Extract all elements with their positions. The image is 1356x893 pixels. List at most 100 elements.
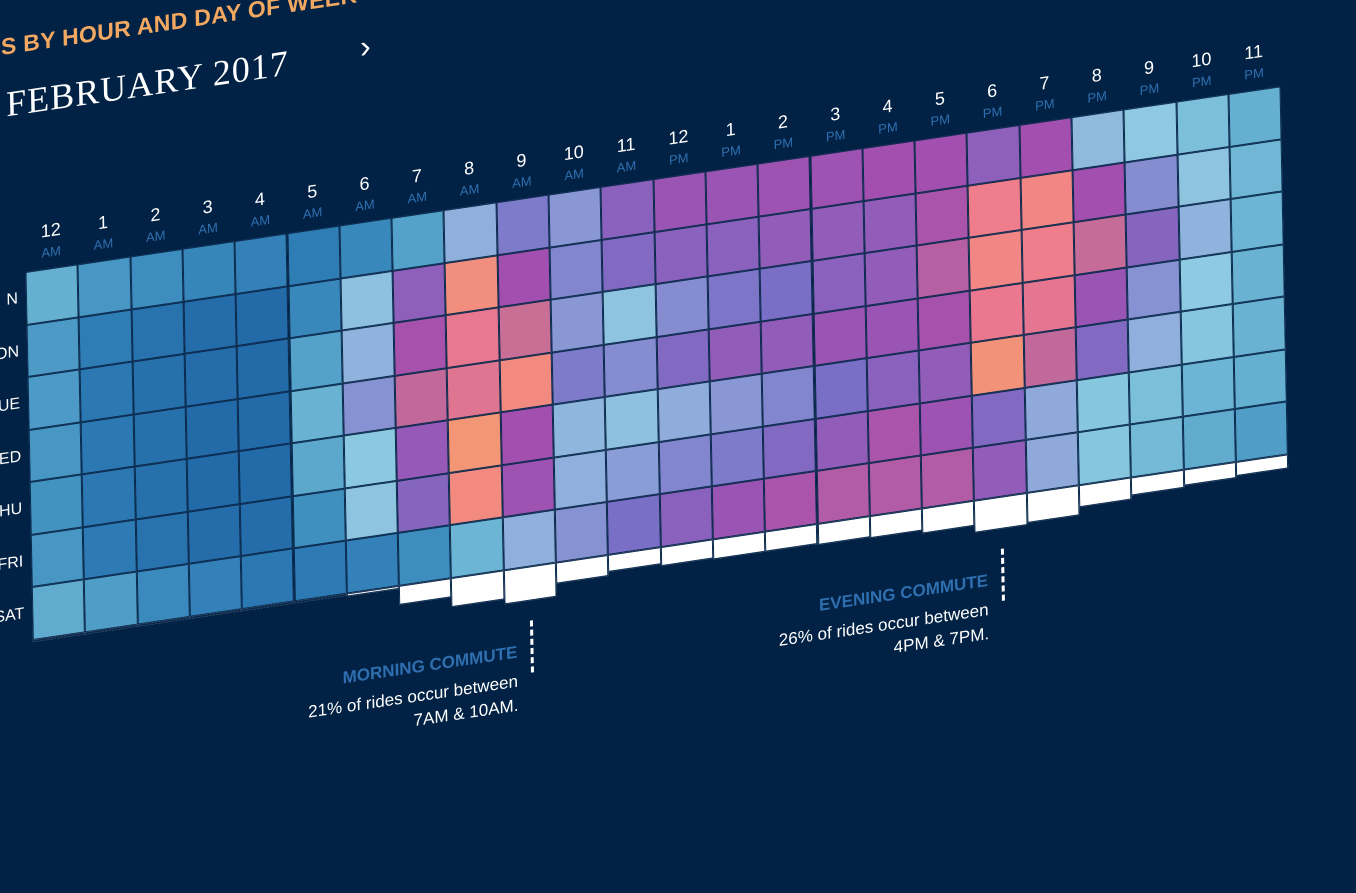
heatmap-cell[interactable] (345, 532, 399, 594)
heatmap-cell[interactable] (865, 297, 919, 359)
heatmap-cell[interactable] (711, 478, 766, 539)
heatmap-cell[interactable] (292, 488, 346, 549)
heatmap-cell[interactable] (966, 124, 1021, 186)
heatmap-cell[interactable] (502, 509, 556, 570)
heatmap-cell[interactable] (971, 334, 1025, 396)
heatmap-cell[interactable] (549, 239, 603, 300)
heatmap-cell[interactable] (655, 276, 709, 337)
heatmap-cell[interactable] (1024, 379, 1078, 440)
heatmap-cell[interactable] (550, 291, 604, 353)
heatmap-cell[interactable] (552, 396, 607, 458)
heatmap-cell[interactable] (1130, 416, 1184, 477)
heatmap-cell[interactable] (450, 517, 504, 578)
heatmap-cell[interactable] (814, 358, 868, 419)
heatmap-cell[interactable] (392, 262, 446, 323)
heatmap-cell[interactable] (79, 361, 134, 422)
heatmap-cell[interactable] (973, 439, 1027, 501)
chevron-right-icon[interactable]: › (359, 27, 372, 66)
heatmap-cell[interactable] (551, 344, 605, 405)
heatmap-cell[interactable] (240, 548, 295, 609)
heatmap-cell[interactable] (397, 525, 452, 586)
heatmap-cell[interactable] (762, 418, 817, 479)
heatmap-cell[interactable] (1129, 364, 1183, 425)
heatmap-cell[interactable] (444, 254, 499, 316)
heatmap-cell[interactable] (1019, 117, 1073, 178)
heatmap-cell[interactable] (705, 163, 759, 224)
heatmap-cell[interactable] (234, 233, 289, 294)
heatmap-cell[interactable] (1228, 86, 1282, 147)
heatmap-cell[interactable] (188, 556, 243, 617)
heatmap-cell[interactable] (862, 140, 916, 201)
heatmap-cell[interactable] (706, 216, 760, 277)
heatmap-cell[interactable] (1232, 296, 1286, 357)
heatmap-cell[interactable] (758, 208, 813, 269)
heatmap-cell[interactable] (600, 179, 655, 240)
heatmap-cell[interactable] (238, 443, 293, 504)
heatmap-cell[interactable] (26, 316, 80, 378)
heatmap-cell[interactable] (1021, 222, 1075, 283)
heatmap-cell[interactable] (30, 526, 85, 588)
heatmap-cell[interactable] (83, 519, 137, 580)
heatmap-cell[interactable] (1181, 356, 1235, 417)
heatmap-cell[interactable] (237, 390, 292, 452)
heatmap-cell[interactable] (447, 359, 501, 421)
heatmap-cell[interactable] (1023, 327, 1077, 388)
heatmap-cell[interactable] (133, 406, 187, 467)
heatmap-cell[interactable] (81, 466, 136, 527)
heatmap-cell[interactable] (1233, 348, 1287, 410)
heatmap-cell[interactable] (395, 420, 450, 481)
heatmap-cell[interactable] (497, 247, 551, 308)
heatmap-cell[interactable] (1077, 424, 1132, 485)
heatmap-cell[interactable] (761, 365, 816, 427)
heatmap-cell[interactable] (449, 464, 503, 526)
heatmap-cell[interactable] (287, 225, 341, 286)
heatmap-cell[interactable] (919, 395, 974, 456)
heatmap-cell[interactable] (1020, 169, 1074, 230)
heatmap-cell[interactable] (28, 421, 82, 483)
heatmap-cell[interactable] (607, 494, 661, 555)
heatmap-cell[interactable] (916, 237, 971, 298)
heatmap-cell[interactable] (1231, 243, 1285, 305)
heatmap-cell[interactable] (1127, 311, 1182, 372)
heatmap-cell[interactable] (445, 307, 500, 368)
heatmap-cell[interactable] (29, 474, 84, 535)
heatmap-cell[interactable] (659, 486, 713, 547)
heatmap-cell[interactable] (500, 404, 554, 465)
heatmap-cell[interactable] (915, 185, 969, 246)
heatmap-cell[interactable] (84, 571, 138, 632)
heatmap-cell[interactable] (1123, 101, 1178, 162)
heatmap-cell[interactable] (813, 305, 867, 366)
heatmap-cell[interactable] (187, 503, 241, 564)
heatmap-cell[interactable] (134, 458, 188, 520)
heatmap-cell[interactable] (759, 260, 814, 322)
heatmap-cell[interactable] (1022, 274, 1076, 335)
heatmap-cell[interactable] (757, 155, 812, 217)
heatmap-cell[interactable] (657, 381, 711, 442)
heatmap-cell[interactable] (342, 375, 396, 436)
heatmap-cell[interactable] (866, 350, 920, 411)
heatmap-cell[interactable] (868, 455, 922, 516)
heatmap-cell[interactable] (239, 495, 294, 557)
heatmap-cell[interactable] (1230, 191, 1284, 252)
heatmap-cell[interactable] (448, 412, 502, 473)
heatmap-cell[interactable] (863, 192, 917, 254)
heatmap-cell[interactable] (554, 501, 609, 563)
heatmap-cell[interactable] (80, 414, 135, 475)
heatmap-cell[interactable] (707, 268, 761, 329)
heatmap-cell[interactable] (136, 563, 190, 625)
heatmap-cell[interactable] (604, 389, 659, 450)
heatmap-cell[interactable] (77, 256, 132, 317)
heatmap-cell[interactable] (1076, 371, 1131, 433)
heatmap-cell[interactable] (1074, 266, 1128, 328)
heatmap-cell[interactable] (289, 330, 343, 391)
heatmap-cell[interactable] (25, 264, 79, 325)
heatmap-cell[interactable] (811, 200, 865, 261)
heatmap-cell[interactable] (132, 353, 186, 415)
heatmap-cell[interactable] (1075, 319, 1130, 380)
heatmap-cell[interactable] (135, 511, 189, 572)
heatmap-cell[interactable] (914, 132, 968, 193)
heatmap-cell[interactable] (1179, 251, 1233, 312)
heatmap-cell[interactable] (1180, 304, 1234, 365)
heatmap-cell[interactable] (498, 299, 552, 360)
heatmap-cell[interactable] (340, 270, 394, 331)
